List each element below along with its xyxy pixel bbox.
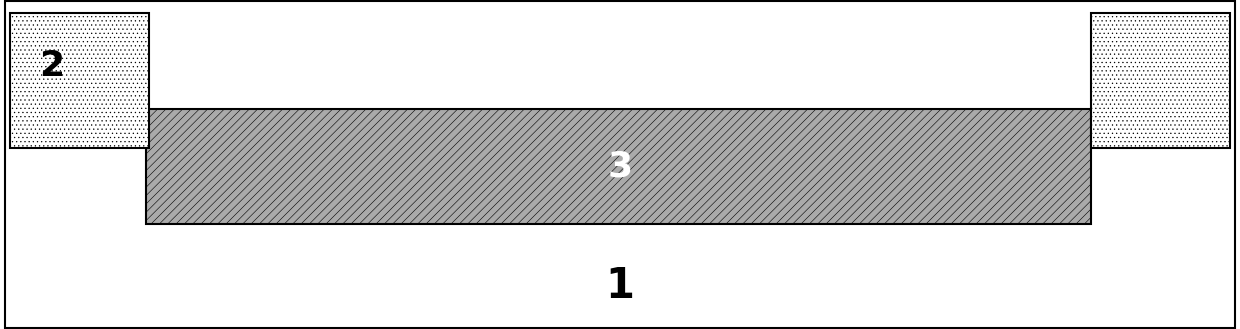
Text: 3: 3: [608, 149, 632, 183]
Text: 2: 2: [40, 49, 64, 83]
Bar: [146, 109, 1091, 224]
Bar: [10, 13, 149, 148]
Text: 1: 1: [605, 265, 635, 307]
Bar: [1091, 13, 1230, 148]
